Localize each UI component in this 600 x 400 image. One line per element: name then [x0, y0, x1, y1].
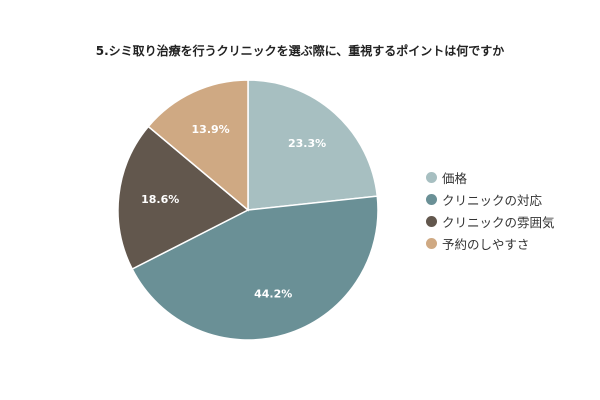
legend-swatch	[426, 237, 437, 249]
legend-label: 予約のしやすさ	[442, 236, 530, 252]
legend-item-2: クリニックの対応	[426, 188, 555, 210]
pie-slice-2	[131, 195, 379, 341]
legend-item-1: 価格	[426, 166, 555, 188]
legend-item-4: 予約のしやすさ	[426, 232, 555, 254]
legend-label: クリニックの対応	[442, 192, 543, 208]
slice-value-label-4: 13.9%	[192, 123, 230, 136]
legend-item-3: クリニックの雰囲気	[426, 210, 555, 232]
slice-value-label-3: 18.6%	[141, 193, 179, 206]
legend-label: クリニックの雰囲気	[442, 214, 555, 230]
slice-value-label-1: 23.3%	[288, 137, 326, 150]
legend-swatch	[426, 193, 437, 205]
legend-swatch	[426, 171, 437, 183]
chart-title: 5.シミ取り治療を行うクリニックを選ぶ際に、重視するポイントは何ですか	[95, 44, 505, 58]
chart-legend: 価格クリニックの対応 クリニックの雰囲気 予約のしやすさ	[426, 166, 555, 254]
pie-slice-3	[117, 125, 250, 271]
pie-slice-4	[147, 79, 249, 212]
slice-value-label-2: 44.2%	[254, 288, 292, 301]
legend-swatch	[426, 215, 437, 227]
legend-label: 価格	[442, 170, 468, 186]
pie-slice-1	[247, 79, 379, 211]
